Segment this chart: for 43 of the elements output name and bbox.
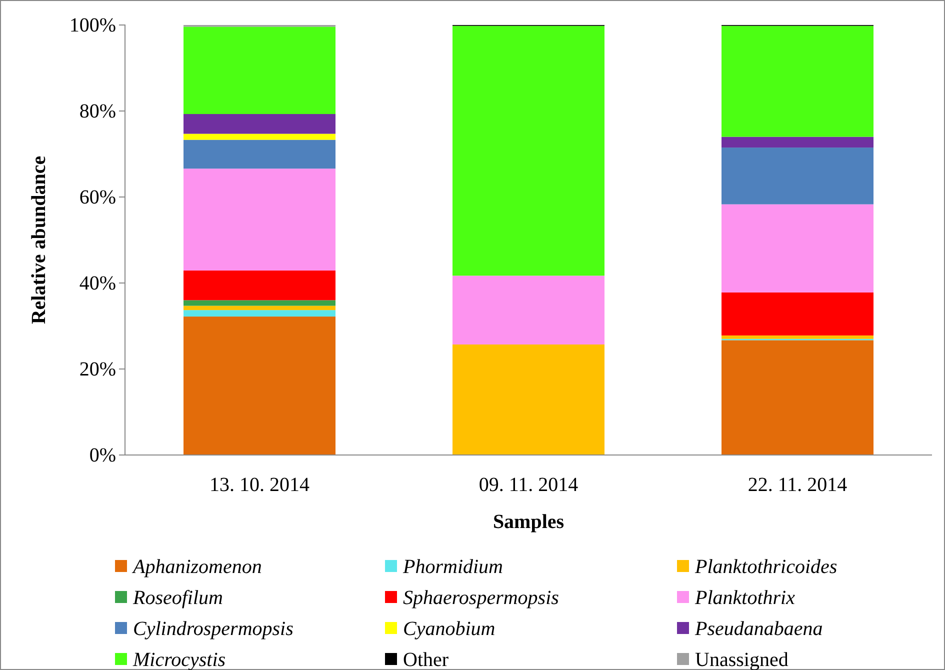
legend-label: Roseofilum — [132, 587, 223, 609]
bar — [722, 204, 874, 292]
bar — [184, 168, 336, 271]
y-tick-label: 60% — [79, 186, 116, 208]
y-tick-label: 40% — [79, 272, 116, 294]
bar — [722, 292, 874, 336]
legend-label: Unassigned — [695, 649, 788, 670]
bar — [722, 340, 874, 455]
legend-label: Sphaerospermopsis — [403, 587, 560, 609]
x-tick-label: 09. 11. 2014 — [478, 474, 578, 496]
bar — [184, 306, 336, 310]
legend-label: Phormidium — [402, 556, 503, 578]
bar — [722, 136, 874, 148]
legend-label: Other — [403, 649, 449, 670]
y-tick-label: 100% — [69, 14, 116, 36]
bar — [184, 270, 336, 300]
bar — [184, 300, 336, 306]
legend-label: Cylindrospermopsis — [133, 618, 294, 640]
bar — [452, 276, 604, 344]
bar — [184, 316, 336, 455]
bar — [184, 114, 336, 134]
legend-label: Aphanizomenon — [131, 556, 262, 578]
y-tick-label: 0% — [89, 444, 116, 466]
y-tick-label: 20% — [79, 358, 116, 380]
bar — [452, 26, 604, 276]
x-tick-label: 22. 11. 2014 — [748, 474, 848, 496]
bar — [184, 140, 336, 169]
x-tick-label: 13. 10. 2014 — [210, 474, 310, 496]
bar — [452, 344, 604, 455]
y-tick-label: 80% — [79, 100, 116, 122]
bar — [722, 148, 874, 204]
bar — [722, 335, 874, 339]
bar — [184, 134, 336, 140]
legend-label: Planktothricoides — [694, 556, 838, 578]
legend-label: Pseudanabaena — [694, 618, 823, 640]
bar — [184, 310, 336, 317]
legend-label: Microcystis — [132, 649, 226, 670]
bar — [722, 26, 874, 137]
x-axis-title: Samples — [492, 511, 564, 533]
y-axis-title: Relative abundance — [28, 156, 50, 324]
bar — [184, 26, 336, 114]
legend-label: Planktothrix — [694, 587, 796, 609]
legend-label: Cyanobium — [403, 618, 496, 640]
